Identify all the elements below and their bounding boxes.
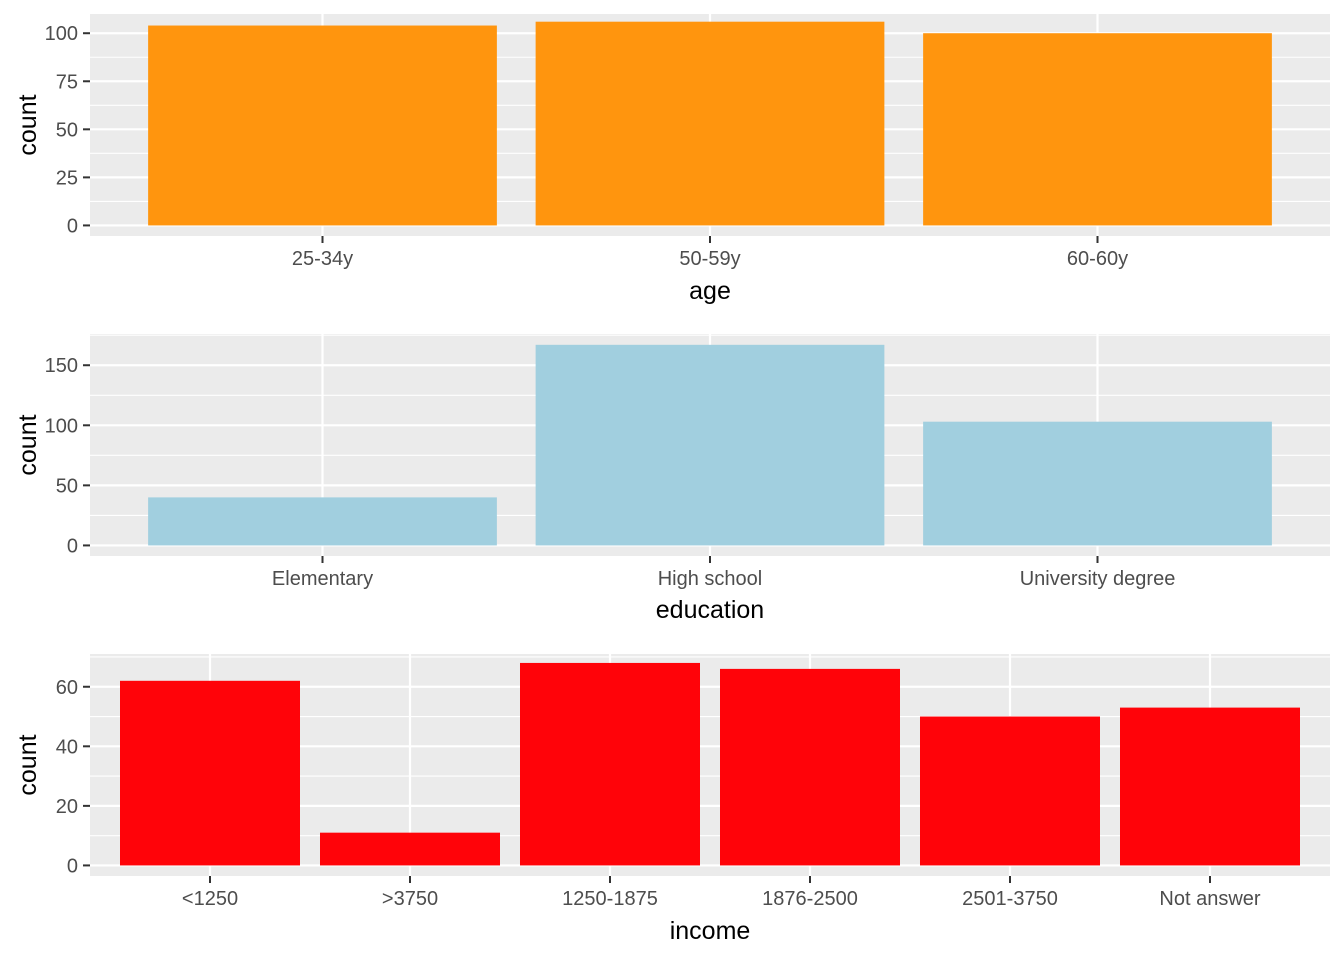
bar->3750 xyxy=(320,832,500,866)
y-tick-label: 0 xyxy=(67,855,78,877)
bar-1876-2500 xyxy=(720,668,900,866)
bar-Elementary xyxy=(148,497,497,546)
x-tick-label: High school xyxy=(658,568,763,590)
bar-1250-1875 xyxy=(520,662,700,866)
x-tick-label: 25-34y xyxy=(292,248,353,270)
y-tick-label: 20 xyxy=(56,796,78,818)
y-axis-title: count xyxy=(14,734,42,795)
x-tick-label: <1250 xyxy=(182,888,238,910)
y-tick-label: 75 xyxy=(56,71,78,93)
y-tick-label: 0 xyxy=(67,535,78,557)
y-tick-label: 60 xyxy=(56,677,78,699)
bar-2501-3750 xyxy=(920,716,1100,866)
bar-University degree xyxy=(923,421,1272,546)
bar-60-60y xyxy=(923,33,1272,226)
chart-panel-1: 0 25 50 75 100 25-34y 50-59y 60-60y age count xyxy=(14,14,1330,305)
bar-High school xyxy=(535,344,885,546)
x-tick-label: >3750 xyxy=(382,888,438,910)
y-tick-label: 50 xyxy=(56,119,78,141)
x-tick-label: University degree xyxy=(1020,568,1176,590)
bar-<1250 xyxy=(120,680,300,866)
x-tick-label: 1250-1875 xyxy=(562,888,658,910)
bar-25-34y xyxy=(148,25,497,226)
x-axis-title: age xyxy=(689,277,731,305)
y-tick-label: 25 xyxy=(56,167,78,189)
y-tick-label: 50 xyxy=(56,475,78,497)
chart-panel-2: 0 50 100 150 Elementary High school University… xyxy=(14,334,1330,624)
x-tick-label: Not answer xyxy=(1159,888,1260,910)
x-tick-label: 2501-3750 xyxy=(962,888,1058,910)
chart-panel-3: 0 20 40 60 <1250 >3750 1250-1875 1876-2500 2501-… xyxy=(14,654,1330,945)
x-tick-label: 60-60y xyxy=(1067,248,1128,270)
x-tick-label: Elementary xyxy=(272,568,373,590)
bar-Not answer xyxy=(1120,707,1300,866)
y-tick-label: 40 xyxy=(56,736,78,758)
y-axis-title: count xyxy=(14,414,42,475)
x-tick-label: 1876-2500 xyxy=(762,888,858,910)
bar-50-59y xyxy=(535,21,885,226)
x-tick-label: 50-59y xyxy=(679,248,740,270)
y-axis-title: count xyxy=(14,94,42,155)
y-tick-label: 0 xyxy=(67,215,78,237)
y-tick-label: 100 xyxy=(45,23,78,45)
x-axis-title: income xyxy=(670,917,751,945)
x-axis-title: education xyxy=(656,596,764,624)
y-tick-label: 100 xyxy=(45,415,78,437)
y-tick-label: 150 xyxy=(45,355,78,377)
